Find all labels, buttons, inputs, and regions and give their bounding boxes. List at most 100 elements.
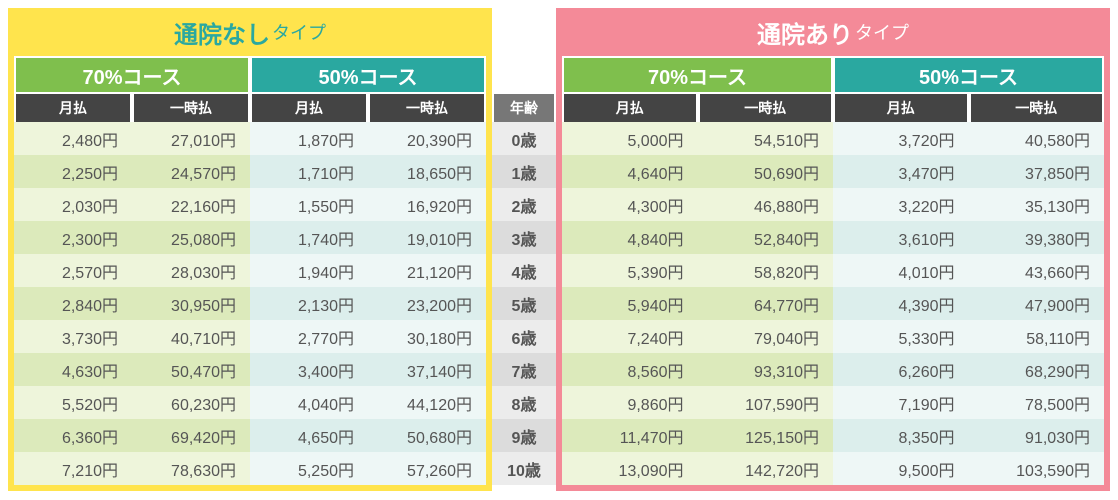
price-cell: 1,550円 <box>250 188 368 221</box>
table-row: 2,250円24,570円1,710円18,650円 <box>14 155 486 188</box>
price-cell: 2,250円 <box>14 155 132 188</box>
price-cell: 3,470円 <box>833 155 969 188</box>
price-cell: 4,010円 <box>833 254 969 287</box>
price-cell: 93,310円 <box>698 353 834 386</box>
price-cell: 24,570円 <box>132 155 250 188</box>
price-cell: 5,330円 <box>833 320 969 353</box>
age-cell: 2歳 <box>492 188 556 221</box>
price-cell: 9,860円 <box>562 386 698 419</box>
price-cell: 3,720円 <box>833 122 969 155</box>
price-cell: 79,040円 <box>698 320 834 353</box>
price-cell: 1,740円 <box>250 221 368 254</box>
price-cell: 1,870円 <box>250 122 368 155</box>
price-cell: 6,260円 <box>833 353 969 386</box>
price-cell: 47,900円 <box>969 287 1105 320</box>
subhead-lump: 一時払 <box>132 92 250 122</box>
price-cell: 2,300円 <box>14 221 132 254</box>
table-row: 5,940円64,770円4,390円47,900円 <box>562 287 1104 320</box>
price-cell: 25,080円 <box>132 221 250 254</box>
table-row: 11,470円125,150円8,350円91,030円 <box>562 419 1104 452</box>
price-cell: 69,420円 <box>132 419 250 452</box>
table-row: 3歳 <box>492 221 556 254</box>
price-cell: 58,820円 <box>698 254 834 287</box>
price-cell: 54,510円 <box>698 122 834 155</box>
table-row: 10歳 <box>492 452 556 485</box>
age-cell: 7歳 <box>492 353 556 386</box>
table-row: 5,520円60,230円4,040円44,120円 <box>14 386 486 419</box>
age-cell: 4歳 <box>492 254 556 287</box>
table-row: 9歳 <box>492 419 556 452</box>
price-cell: 44,120円 <box>368 386 486 419</box>
price-cell: 125,150円 <box>698 419 834 452</box>
price-cell: 5,940円 <box>562 287 698 320</box>
course-50-header: 50%コース <box>833 56 1104 92</box>
age-cell: 5歳 <box>492 287 556 320</box>
age-cell: 1歳 <box>492 155 556 188</box>
price-cell: 39,380円 <box>969 221 1105 254</box>
table-row: 6,360円69,420円4,650円50,680円 <box>14 419 486 452</box>
price-cell: 28,030円 <box>132 254 250 287</box>
price-cell: 58,110円 <box>969 320 1105 353</box>
panel-title-right: 通院あり タイプ <box>556 8 1110 56</box>
panel-with-outpatient: 通院あり タイプ 70%コース 50%コース 月払 一時払 月払 一時払 5,0… <box>556 8 1110 491</box>
pricing-table: 通院なし タイプ 70%コース 50%コース 月払 一時払 月払 一時払 2,4… <box>8 8 1110 491</box>
subhead-lump: 一時払 <box>969 92 1105 122</box>
price-cell: 7,190円 <box>833 386 969 419</box>
table-row: 2,480円27,010円1,870円20,390円 <box>14 122 486 155</box>
table-row: 4,300円46,880円3,220円35,130円 <box>562 188 1104 221</box>
price-cell: 103,590円 <box>969 452 1105 485</box>
panel-body-right: 70%コース 50%コース 月払 一時払 月払 一時払 5,000円54,510… <box>556 56 1110 491</box>
table-row: 4,840円52,840円3,610円39,380円 <box>562 221 1104 254</box>
data-rows-left: 2,480円27,010円1,870円20,390円2,250円24,570円1… <box>14 122 486 485</box>
subhead-monthly: 月払 <box>14 92 132 122</box>
table-row: 7,240円79,040円5,330円58,110円 <box>562 320 1104 353</box>
price-cell: 2,770円 <box>250 320 368 353</box>
table-row: 8,560円93,310円6,260円68,290円 <box>562 353 1104 386</box>
price-cell: 1,940円 <box>250 254 368 287</box>
title-suffix: タイプ <box>272 19 326 45</box>
table-row: 1歳 <box>492 155 556 188</box>
price-cell: 11,470円 <box>562 419 698 452</box>
price-cell: 2,840円 <box>14 287 132 320</box>
panel-no-outpatient: 通院なし タイプ 70%コース 50%コース 月払 一時払 月払 一時払 2,4… <box>8 8 492 491</box>
course-header-row: 70%コース 50%コース <box>14 56 486 92</box>
price-cell: 142,720円 <box>698 452 834 485</box>
panel-age: 年齢 0歳1歳2歳3歳4歳5歳6歳7歳8歳9歳10歳 <box>492 8 556 491</box>
course-70-header: 70%コース <box>14 56 250 92</box>
price-cell: 4,650円 <box>250 419 368 452</box>
price-cell: 2,130円 <box>250 287 368 320</box>
price-cell: 37,140円 <box>368 353 486 386</box>
price-cell: 30,180円 <box>368 320 486 353</box>
price-cell: 19,010円 <box>368 221 486 254</box>
subhead-row-left: 月払 一時払 月払 一時払 <box>14 92 486 122</box>
table-row: 2歳 <box>492 188 556 221</box>
price-cell: 2,480円 <box>14 122 132 155</box>
age-cell: 3歳 <box>492 221 556 254</box>
price-cell: 5,250円 <box>250 452 368 485</box>
price-cell: 20,390円 <box>368 122 486 155</box>
price-cell: 68,290円 <box>969 353 1105 386</box>
title-suffix: タイプ <box>855 19 909 45</box>
age-head-row: 年齢 <box>492 92 556 122</box>
title-main: 通院なし <box>174 15 270 50</box>
table-row: 7,210円78,630円5,250円57,260円 <box>14 452 486 485</box>
price-cell: 3,730円 <box>14 320 132 353</box>
table-row: 9,860円107,590円7,190円78,500円 <box>562 386 1104 419</box>
age-header: 年齢 <box>492 92 556 122</box>
price-cell: 4,040円 <box>250 386 368 419</box>
price-cell: 18,650円 <box>368 155 486 188</box>
price-cell: 22,160円 <box>132 188 250 221</box>
price-cell: 4,640円 <box>562 155 698 188</box>
price-cell: 57,260円 <box>368 452 486 485</box>
table-row: 13,090円142,720円9,500円103,590円 <box>562 452 1104 485</box>
price-cell: 3,400円 <box>250 353 368 386</box>
price-cell: 40,710円 <box>132 320 250 353</box>
price-cell: 50,690円 <box>698 155 834 188</box>
price-cell: 7,210円 <box>14 452 132 485</box>
table-row: 3,730円40,710円2,770円30,180円 <box>14 320 486 353</box>
price-cell: 5,000円 <box>562 122 698 155</box>
table-row: 4歳 <box>492 254 556 287</box>
price-cell: 64,770円 <box>698 287 834 320</box>
panel-body-left: 70%コース 50%コース 月払 一時払 月払 一時払 2,480円27,010… <box>8 56 492 491</box>
price-cell: 37,850円 <box>969 155 1105 188</box>
